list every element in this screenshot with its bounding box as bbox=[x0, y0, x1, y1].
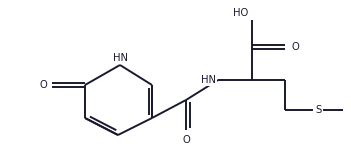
Text: S: S bbox=[315, 105, 321, 115]
Text: HN: HN bbox=[201, 75, 216, 85]
Text: O: O bbox=[182, 135, 190, 145]
Text: HO: HO bbox=[233, 8, 248, 18]
Text: O: O bbox=[291, 42, 299, 52]
Text: HN: HN bbox=[113, 53, 127, 63]
Text: O: O bbox=[39, 80, 47, 90]
